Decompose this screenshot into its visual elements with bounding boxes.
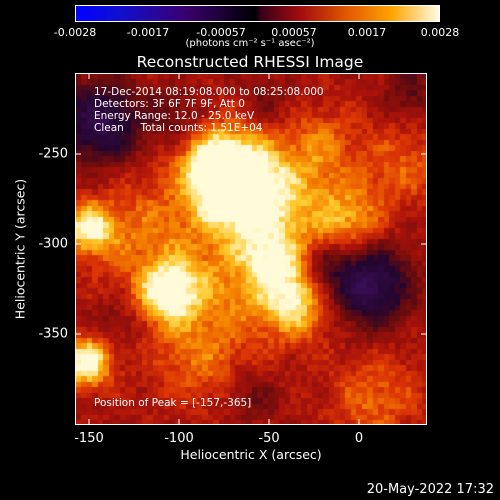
colorbar-tick-label: -0.0028	[53, 26, 97, 39]
colorbar-tick-label: -0.00057	[196, 26, 246, 39]
x-axis-label: Heliocentric X (arcsec)	[180, 447, 322, 462]
x-tick-label: -100	[164, 431, 194, 446]
intensity-map	[76, 74, 426, 424]
solar-image	[75, 73, 427, 425]
colorbar-tick-label: 0.0017	[347, 26, 387, 39]
info-counts: Clean Total counts: 1.51E+04	[94, 122, 263, 134]
image-title: Reconstructed RHESSI Image	[136, 53, 364, 71]
timestamp: 20-May-2022 17:32	[366, 482, 494, 497]
colorbar-units: (photons cm⁻² s⁻¹ asec⁻²)	[185, 38, 315, 49]
x-tick-label: 0	[354, 431, 364, 446]
info-time-range: 17-Dec-2014 08:19:08.000 to 08:25:08.000	[94, 86, 324, 98]
colorbar-tick-label: 0.00057	[271, 26, 317, 39]
colorbar	[75, 5, 440, 22]
info-detectors: Detectors: 3F 6F 7F 9F, Att 0	[94, 98, 245, 110]
x-tick-label: -50	[258, 431, 280, 446]
y-tick-label: -300	[38, 236, 68, 252]
x-tick-label: -150	[74, 431, 104, 446]
peak-position: Position of Peak = [-157,-365]	[94, 397, 252, 409]
y-tick-label: -250	[38, 146, 68, 162]
y-axis-label: Heliocentric Y (arcsec)	[12, 178, 28, 320]
y-tick-label: -350	[38, 326, 68, 342]
colorbar-tick-label: 0.0028	[420, 26, 460, 39]
info-energy-range: Energy Range: 12.0 - 25.0 keV	[94, 110, 255, 122]
colorbar-tick-label: -0.0017	[126, 26, 170, 39]
